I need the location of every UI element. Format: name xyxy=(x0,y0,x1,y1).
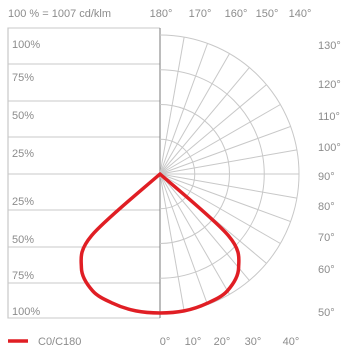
angle-label-120: 120° xyxy=(318,79,341,91)
angle-label-130: 130° xyxy=(318,40,341,52)
grid-spoke-100 xyxy=(159,149,297,175)
angle-labels-bottom: 0° 10° 20° 30° 40° xyxy=(160,336,300,348)
angle-label-60: 60° xyxy=(318,264,335,276)
angle-label-110: 110° xyxy=(318,111,340,123)
angle-label-150: 150° xyxy=(256,8,279,20)
grid-spoke-120 xyxy=(159,104,281,175)
grid-spoke-170 xyxy=(159,37,185,175)
legend: C0/C180 xyxy=(8,336,81,348)
angle-label-10: 10° xyxy=(185,336,202,348)
radial-label-25-top: 25% xyxy=(12,148,34,160)
grid-spoke-40 xyxy=(159,173,250,281)
polar-grid xyxy=(7,27,300,319)
angle-label-100: 100° xyxy=(318,142,341,154)
radial-label-50-top: 50% xyxy=(12,110,34,122)
angle-label-180: 180° xyxy=(150,8,173,20)
radial-label-50-bottom: 50% xyxy=(12,234,34,246)
angle-labels-right: 130° 120° 110° 100° 90° 80° 70° 60° 50° xyxy=(318,40,341,319)
grid-spoke-110 xyxy=(159,125,291,175)
legend-label-c0-c180: C0/C180 xyxy=(38,336,81,348)
grid-spoke-60 xyxy=(159,173,281,244)
grid-spoke-130 xyxy=(159,84,267,175)
angle-label-170: 170° xyxy=(189,8,212,20)
angle-label-90: 90° xyxy=(318,171,335,183)
radial-label-75-top: 75% xyxy=(12,72,34,84)
radial-label-25-bottom: 25% xyxy=(12,196,34,208)
angle-label-50: 50° xyxy=(318,307,335,319)
angle-label-0: 0° xyxy=(160,336,171,348)
radial-label-75-bottom: 75% xyxy=(12,270,34,282)
grid-spoke-20 xyxy=(159,173,209,305)
subtitle-label: 100 % = 1007 cd/klm xyxy=(8,8,111,20)
angle-label-30: 30° xyxy=(245,336,262,348)
grid-spoke-30 xyxy=(159,173,230,295)
grid-spoke-10 xyxy=(159,173,185,311)
angle-label-40: 40° xyxy=(283,336,300,348)
angle-label-70: 70° xyxy=(318,232,335,244)
radial-label-100-bottom: 100% xyxy=(12,306,40,318)
grid-spoke-150 xyxy=(159,53,230,175)
angle-label-160: 160° xyxy=(225,8,248,20)
angle-label-20: 20° xyxy=(214,336,231,348)
grid-spoke-140 xyxy=(159,67,250,175)
curve-layer xyxy=(79,172,241,315)
grid-spoke-160 xyxy=(159,43,209,175)
angle-label-80: 80° xyxy=(318,201,335,213)
angle-labels-top: 180° 170° 160° 150° 140° xyxy=(150,8,312,20)
radial-label-100-top: 100% xyxy=(12,39,40,51)
radial-labels: 100% 75% 50% 25% 25% 50% 75% 100% xyxy=(12,39,40,318)
angle-label-140: 140° xyxy=(289,8,312,20)
grid-spoke-70 xyxy=(159,173,291,223)
grid-spoke-80 xyxy=(159,173,297,199)
